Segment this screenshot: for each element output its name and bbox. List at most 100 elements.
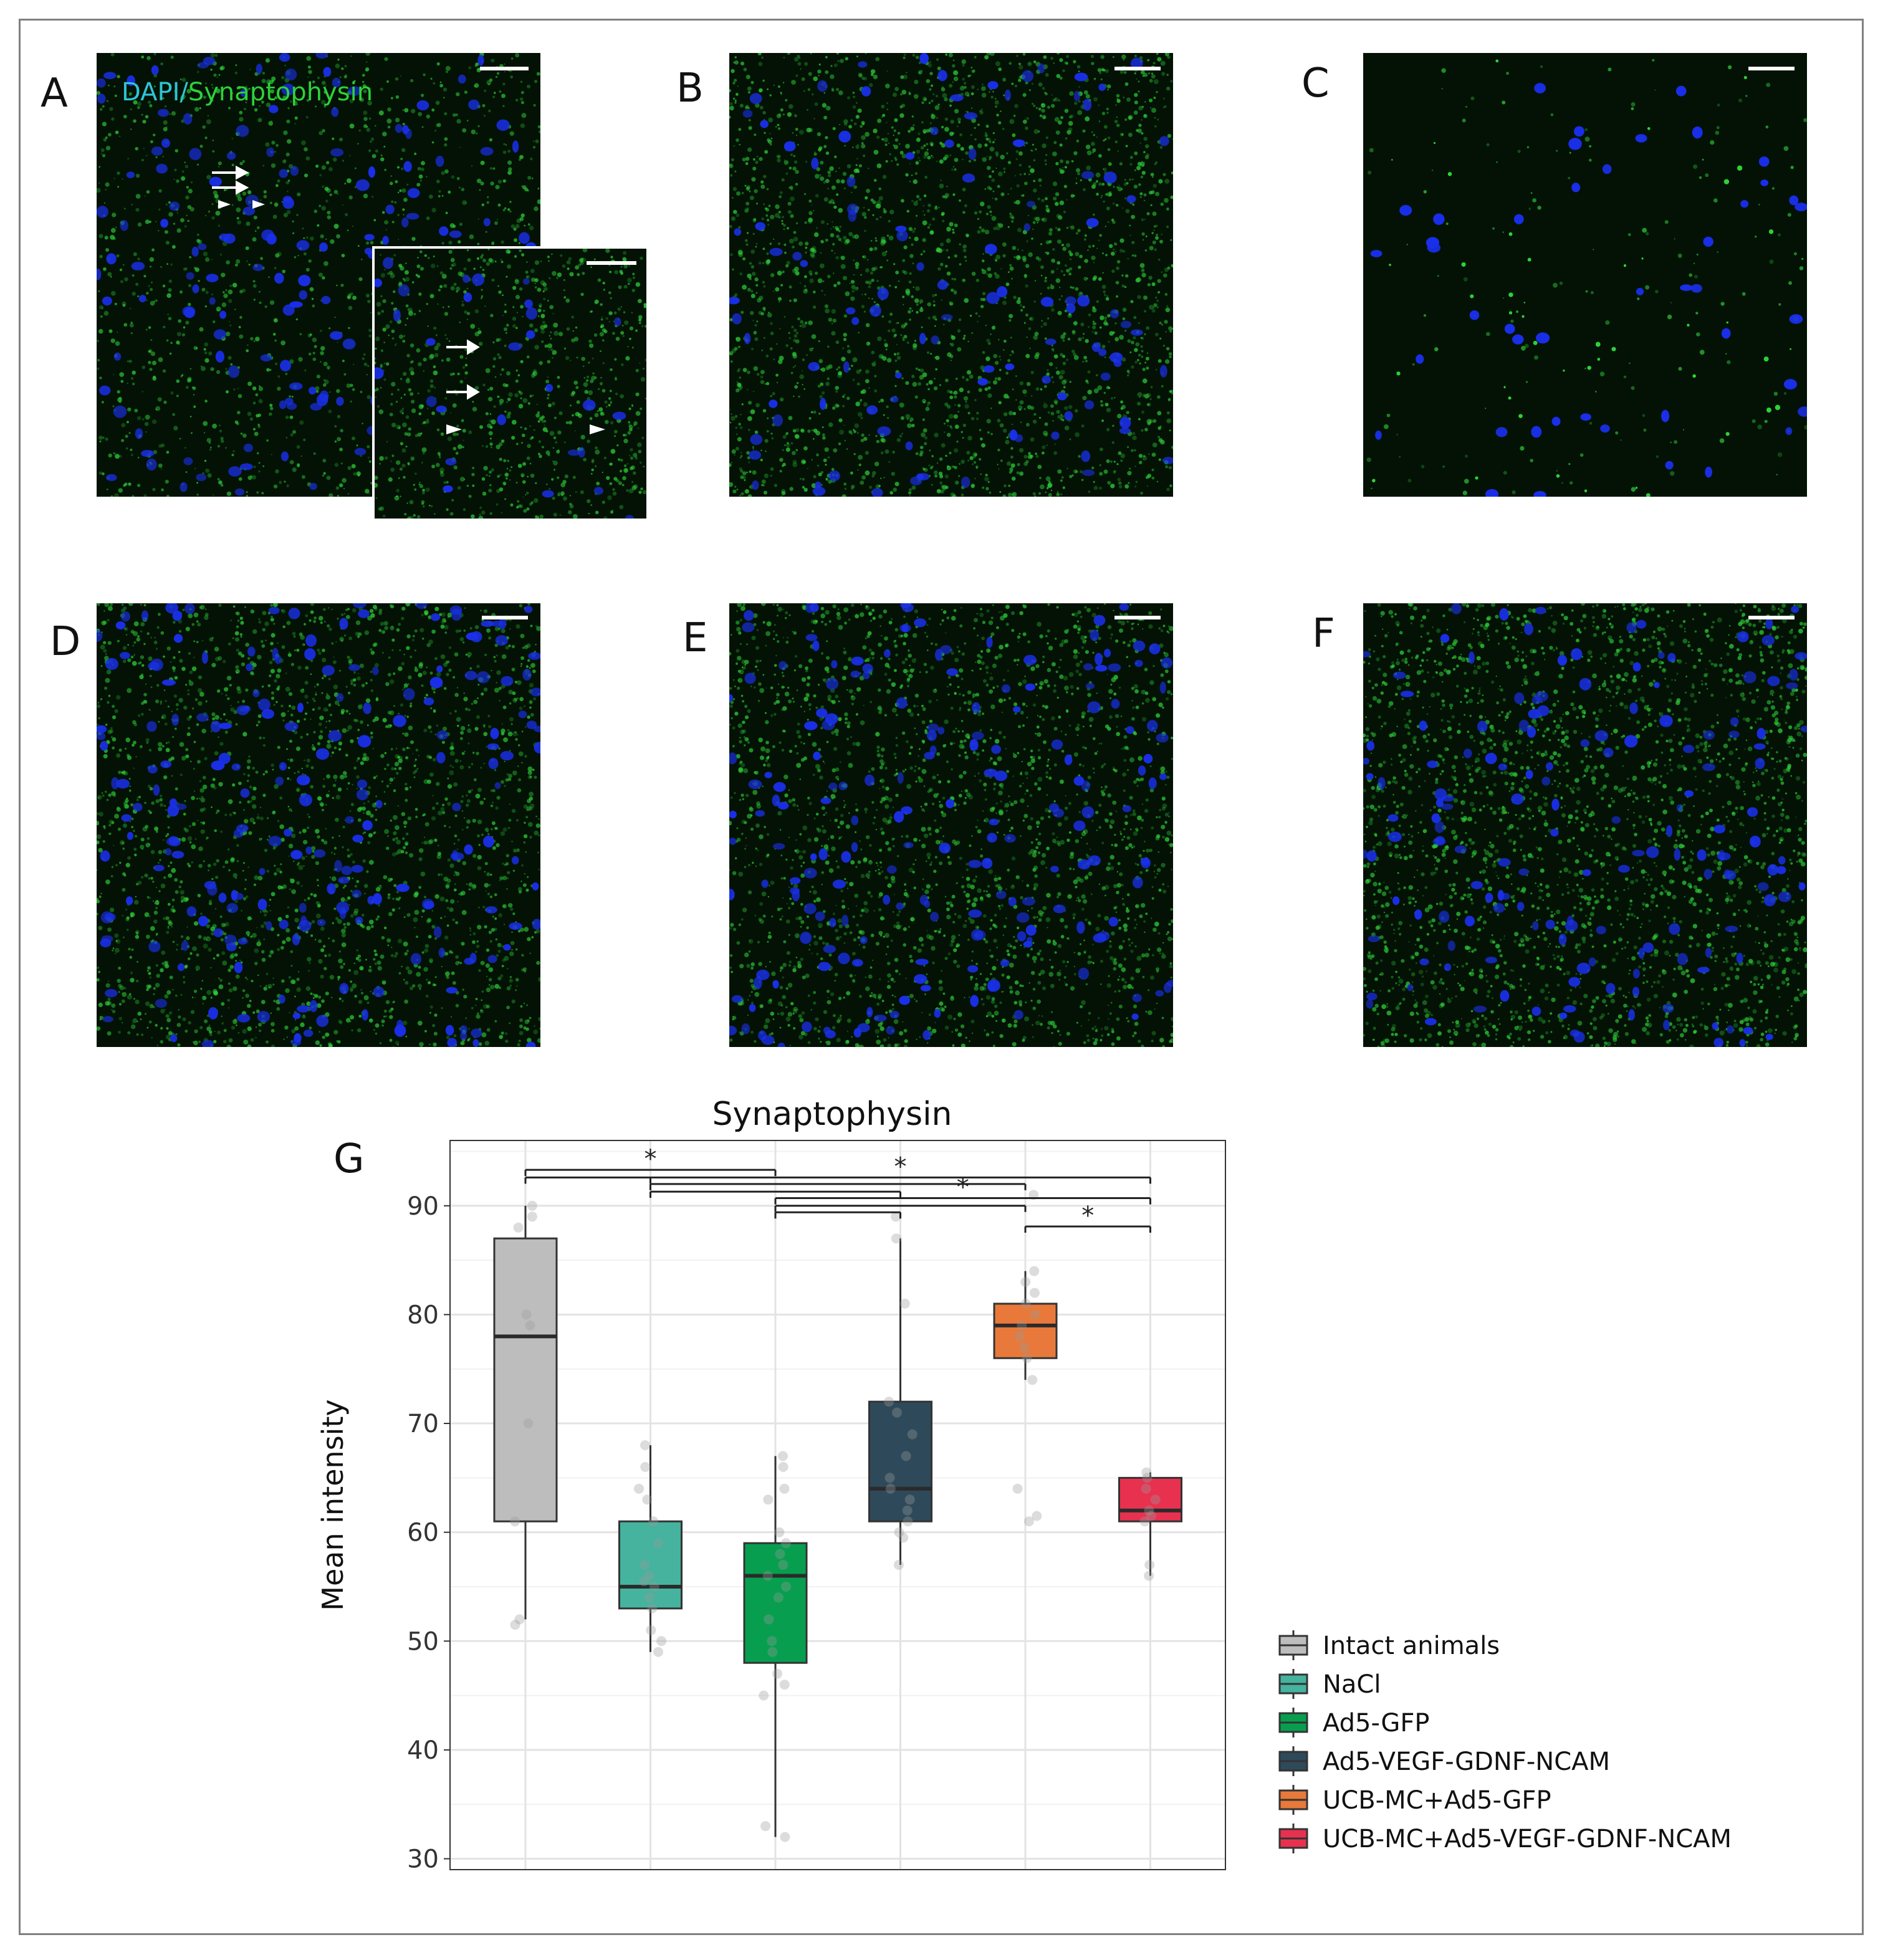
data-point (902, 1505, 913, 1516)
micrograph-texture (729, 603, 1173, 1047)
data-point (527, 1212, 537, 1222)
data-point (907, 1429, 918, 1440)
y-tick-label: 40 (407, 1736, 439, 1765)
micrograph-texture (1363, 53, 1807, 497)
data-point (1144, 1505, 1154, 1516)
data-point (647, 1603, 658, 1613)
data-point (514, 1614, 525, 1625)
inset-arrow-markers (446, 339, 605, 434)
panel-label-b: B (676, 65, 704, 112)
data-point (899, 1298, 910, 1309)
box-ucb-mc-ad5-vegf-gdnf-ncam (1118, 1476, 1182, 1523)
micrograph-panel-e (729, 603, 1173, 1047)
box-ad5-vegf-gdnf-ncam (868, 1400, 932, 1523)
sig-label: * (1081, 1202, 1094, 1230)
sig-label: * (645, 1145, 657, 1174)
micrograph-texture (1363, 603, 1807, 1047)
data-point (891, 1212, 901, 1222)
data-point (780, 1832, 790, 1842)
data-point (764, 1614, 774, 1625)
scale-bar (1114, 67, 1161, 70)
box-ucb-mc-ad5-gfp (993, 1303, 1058, 1359)
data-point (642, 1494, 653, 1505)
scale-bar (482, 616, 528, 619)
sig-label: * (894, 1152, 907, 1181)
box-nacl (618, 1520, 683, 1610)
figure-frame (19, 19, 1864, 1935)
data-point (778, 1560, 788, 1570)
y-tick-label: 70 (407, 1410, 439, 1438)
panel-label-a: A (41, 70, 68, 117)
inset-scale-bar (587, 261, 636, 265)
data-point (884, 1397, 894, 1407)
data-point (903, 1516, 913, 1527)
data-point (894, 1527, 904, 1537)
y-tick-label: 50 (407, 1627, 439, 1656)
data-point (759, 1690, 769, 1701)
data-point (760, 1821, 770, 1832)
data-point (640, 1461, 651, 1472)
data-point (653, 1538, 664, 1549)
data-point (1023, 1516, 1034, 1527)
data-point (1032, 1511, 1042, 1521)
micrograph-panel-f (1363, 603, 1807, 1047)
data-point (898, 1532, 909, 1543)
chart-title: Synaptophysin (712, 1096, 952, 1133)
data-point (640, 1560, 650, 1570)
micrograph-texture (97, 603, 540, 1047)
data-point (1014, 1331, 1025, 1342)
grid-lines (450, 1140, 1225, 1870)
panel-label-g: G (333, 1136, 365, 1182)
data-point (644, 1592, 654, 1603)
panel-label-e: E (683, 615, 708, 661)
box-ad5-gfp (743, 1542, 808, 1664)
data-point (1029, 1266, 1040, 1276)
y-tick-label: 90 (407, 1192, 439, 1221)
legend-label: Ad5-GFP (1323, 1709, 1430, 1738)
data-point (1144, 1570, 1154, 1581)
box-series (493, 1205, 1182, 1837)
data-point (523, 1418, 534, 1428)
y-axis-label: Mean intensity (316, 1399, 350, 1610)
data-point (1150, 1494, 1161, 1505)
data-point (884, 1473, 895, 1483)
data-point (656, 1636, 667, 1647)
panel-label-c: C (1301, 60, 1330, 107)
box-intact-animals (493, 1237, 558, 1523)
data-point (1019, 1342, 1030, 1352)
data-point (649, 1582, 659, 1592)
jitter-points (510, 1190, 1161, 1842)
data-point (510, 1516, 520, 1527)
data-point (1029, 1288, 1040, 1298)
legend-label: Ad5-VEGF-GDNF-NCAM (1323, 1747, 1610, 1776)
data-point (891, 1233, 901, 1244)
scale-bar (1748, 67, 1795, 70)
significance-brackets: * * * * (524, 1145, 1151, 1233)
scale-bar (1748, 616, 1795, 619)
data-point (644, 1570, 654, 1581)
data-point (1020, 1277, 1031, 1287)
data-point (779, 1483, 790, 1494)
data-point (527, 1200, 537, 1211)
data-point (525, 1320, 535, 1331)
sig-label: * (957, 1174, 969, 1202)
data-point (767, 1647, 778, 1657)
data-point (781, 1582, 792, 1592)
legend-label: NaCl (1323, 1670, 1381, 1699)
data-point (901, 1451, 911, 1461)
data-point (640, 1440, 650, 1450)
data-point (904, 1494, 915, 1505)
data-point (653, 1647, 663, 1657)
legend: Intact animals NaCl Ad5-GFP Ad5-VEGF-GDNF-N… (1278, 1630, 1732, 1853)
inset-texture (375, 249, 646, 519)
legend-label: UCB-MC+Ad5-GFP (1323, 1786, 1551, 1815)
plot-border (449, 1140, 1226, 1870)
data-point (892, 1407, 902, 1418)
data-point (773, 1592, 784, 1603)
y-axis: 30 40 50 60 70 80 90 (407, 1192, 450, 1874)
y-tick-label: 80 (407, 1301, 439, 1329)
data-point (1144, 1560, 1155, 1570)
data-point (763, 1494, 774, 1505)
data-point (521, 1309, 532, 1320)
